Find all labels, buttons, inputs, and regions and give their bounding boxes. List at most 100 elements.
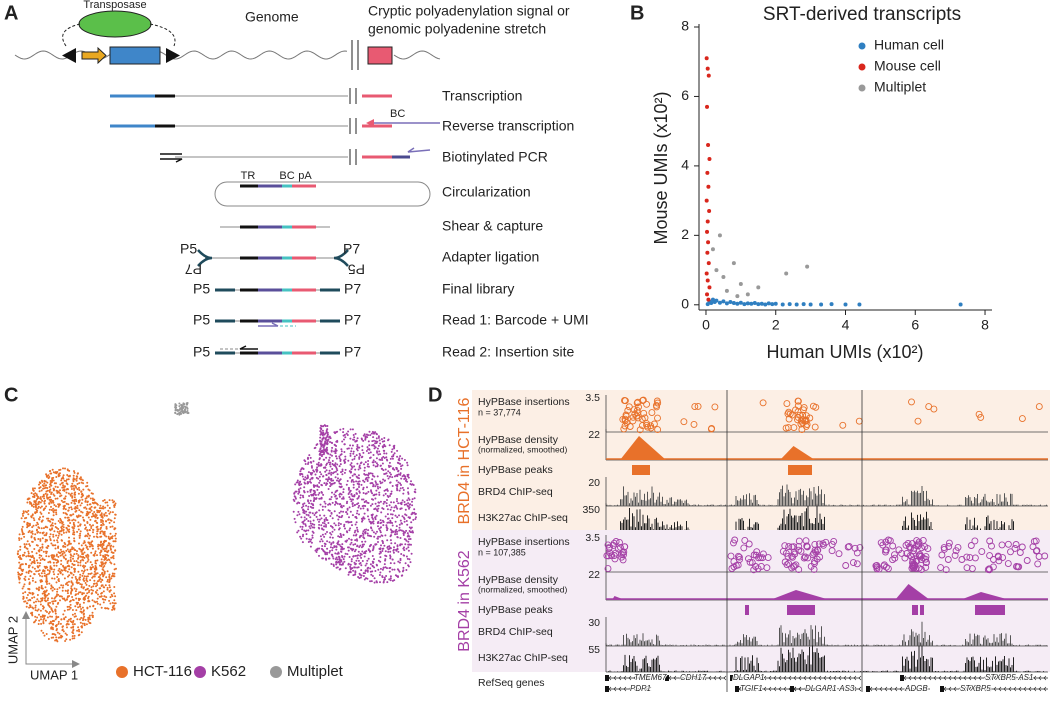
umap-cell [66,626,68,629]
peak [788,465,812,475]
umap-cell [314,549,317,552]
umap-cell [94,565,97,567]
umap-cell [319,450,322,453]
umap-cell [307,529,310,532]
umap-cell [42,515,45,518]
umap-cell [40,599,43,602]
umap-cell [315,476,318,479]
umap-cell [41,531,44,534]
umap-cell [320,428,323,431]
umap-cell [36,565,39,568]
umap-cell [49,488,52,491]
umap-cell [47,561,50,564]
umap-cell [389,495,391,497]
umap-cell [364,461,367,464]
umap-cell [102,499,105,502]
umap-cell [356,512,358,515]
umap-cell [91,592,94,595]
umap-cell [46,475,49,478]
step-label: Final library [442,281,514,297]
umap-cell [18,561,21,564]
umap-cell [77,501,80,504]
umap-cell [80,631,83,634]
umap-cell [77,554,80,557]
point [705,229,710,234]
insertion [812,403,820,411]
umap-cell [328,557,331,560]
insertion [945,543,953,550]
insertion [819,540,827,548]
umap-cell [367,460,370,462]
umap-cell [40,554,43,557]
umap-cell [311,523,314,525]
umap-cell [35,511,38,513]
insertion [783,400,791,408]
umap-cell [41,587,44,590]
umap-cell [387,550,390,553]
umap-cell [46,569,49,571]
umap-cell [79,564,82,567]
umap-cell [106,559,109,562]
umap-cell [369,521,372,523]
umap-cell [374,485,377,488]
insertion [916,551,924,558]
umap-cell [91,512,94,515]
umap-cell [369,451,372,454]
umap-cell [381,550,384,552]
umap-cell [332,565,335,567]
umap-cell [334,465,337,467]
insertion [786,410,794,418]
umap-cell [82,516,84,519]
umap-cell [90,566,93,569]
umap-cell [354,523,357,526]
umap-cell [82,587,85,590]
umap-cell [34,492,37,495]
umap-cell [413,497,416,500]
umap-cell [86,510,89,513]
umap-cell [51,600,54,603]
insertion [1029,543,1037,551]
point [707,285,712,290]
umap-cell [40,622,43,625]
umap-cell [50,542,53,545]
insertion [815,540,823,548]
legend-marker [194,666,206,678]
umap-cell [330,479,333,482]
umap-cell [342,533,345,536]
umap-cell [377,568,380,571]
umap-cell [305,504,308,507]
umap-cell [350,450,353,453]
umap-cell [352,569,355,572]
umap-cell [334,476,337,479]
umap-cell [61,586,64,589]
umap-cell [377,435,380,438]
umap-cell [70,506,73,509]
umap-cell [83,566,85,569]
umap-cell [319,436,322,439]
umap-cell [388,444,391,447]
umap-cell [36,503,39,506]
umap-cell [72,632,75,635]
umap-cell [381,462,384,465]
umap-cell [406,475,409,478]
umap-cell [340,450,343,453]
umap-cell [53,597,56,600]
umap-cell [79,476,82,479]
umap-cell [31,597,34,599]
umap-cell [411,504,414,507]
umap-cell [368,444,371,447]
umap-cell [337,540,340,543]
umap-cell [55,534,58,537]
umap-cell [328,481,331,484]
genome-line [393,50,441,60]
umap-cell [365,528,368,531]
insertion [971,537,979,545]
umap-cell [106,578,109,581]
insertion [797,420,805,428]
umap-cell [66,488,69,490]
umap-cell [62,584,65,587]
umap-cell [358,562,361,565]
umap-cell [102,569,105,572]
umap-cell [372,561,375,564]
umap-cell [333,471,336,474]
